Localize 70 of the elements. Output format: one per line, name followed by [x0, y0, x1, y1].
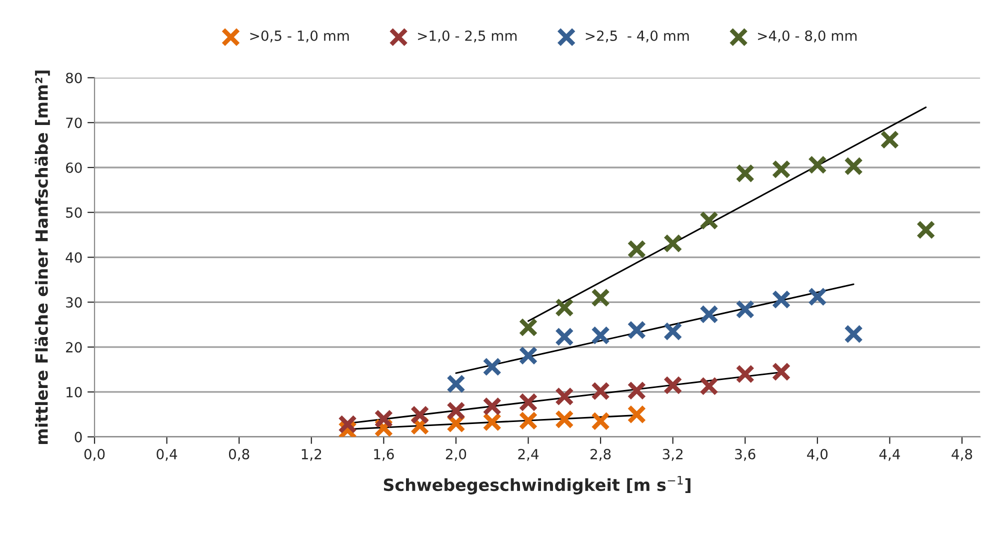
y-tick-label: 10 — [66, 386, 82, 398]
point — [916, 220, 936, 240]
point — [518, 318, 538, 337]
point — [518, 392, 538, 412]
legend-label: >1,0 - 2,5 mm — [418, 30, 517, 42]
x-tick-label: 2,0 — [446, 448, 466, 461]
point — [591, 412, 610, 431]
point — [663, 322, 682, 341]
point — [554, 327, 574, 346]
point — [699, 376, 718, 396]
point — [699, 304, 718, 324]
point — [446, 374, 466, 394]
point — [736, 164, 755, 183]
point — [844, 156, 864, 176]
point — [627, 320, 646, 340]
point — [736, 364, 755, 384]
y-tick-label: 80 — [66, 72, 82, 84]
x-tick-label: 3,6 — [735, 448, 756, 461]
x-tick-label: 3,2 — [662, 448, 682, 461]
point — [554, 410, 574, 429]
point — [591, 288, 610, 308]
point — [374, 409, 394, 428]
point — [554, 298, 574, 318]
x-tick-label: 0,4 — [156, 448, 178, 461]
x-tick-label: 2,8 — [590, 448, 611, 461]
y-tick-label: 0 — [74, 432, 82, 442]
point — [627, 240, 646, 259]
x-axis-title: Schwebegeschwindigkeit [m s$^{−1}$] — [384, 476, 690, 494]
point — [880, 130, 900, 150]
point — [482, 357, 502, 376]
x-tick-label: 2,4 — [518, 448, 539, 461]
point — [844, 324, 864, 344]
point — [699, 210, 718, 230]
x-tick-label: 0,0 — [84, 448, 105, 461]
point — [518, 346, 538, 366]
x-tick-label: 1,2 — [302, 448, 322, 461]
y-tick-label: 50 — [66, 207, 82, 218]
point — [772, 362, 791, 382]
point — [518, 411, 538, 430]
x-tick-label: 4,4 — [879, 449, 900, 461]
legend-label: >4,0 - 8,0 mm — [758, 30, 857, 42]
x-tick-label: 4,0 — [807, 448, 828, 461]
legend-label: >2,5 - 4,0 mm — [586, 30, 689, 42]
y-tick-label: 70 — [66, 118, 82, 128]
point — [736, 300, 755, 319]
point — [772, 290, 791, 309]
y-tick-label: 20 — [66, 342, 82, 353]
y-tick-label: 40 — [66, 252, 82, 263]
point — [772, 160, 791, 179]
point — [808, 155, 827, 174]
point — [554, 386, 574, 406]
point — [627, 381, 646, 400]
x-tick-label: 0,8 — [228, 448, 250, 461]
point — [591, 382, 610, 401]
point — [808, 287, 827, 306]
point — [482, 412, 502, 432]
x-tick-label: 1,6 — [374, 448, 394, 461]
legend-label: >0,5 - 1,0 mm — [250, 30, 349, 42]
point — [338, 414, 358, 434]
point — [591, 326, 610, 345]
y-axis-title: mittlere Fläche einer Hanfschäbe [mm²] — [34, 70, 50, 444]
point — [482, 396, 502, 416]
y-tick-label: 30 — [66, 297, 82, 308]
point — [446, 401, 466, 420]
point — [410, 405, 430, 424]
point — [663, 376, 682, 395]
point — [663, 234, 682, 253]
x-tick-label: 4,8 — [952, 448, 972, 461]
y-tick-label: 60 — [66, 162, 82, 173]
point — [627, 404, 646, 424]
